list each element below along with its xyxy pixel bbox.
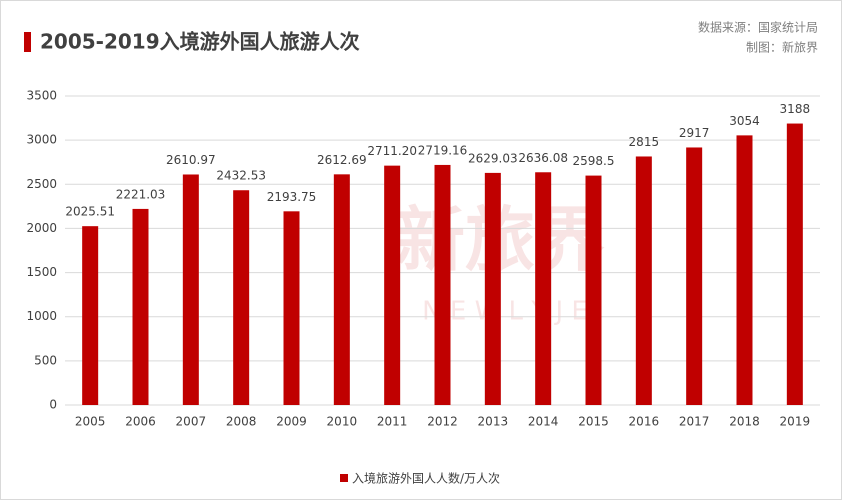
bar (635, 156, 652, 405)
x-tick-label: 2006 (125, 415, 156, 429)
title-marker (24, 32, 31, 52)
data-label: 2221.03 (116, 187, 166, 201)
bar (484, 172, 501, 405)
data-label: 2025.51 (65, 205, 115, 219)
bar (736, 135, 753, 405)
x-tick-label: 2017 (679, 415, 710, 429)
bar (585, 175, 602, 405)
x-tick-label: 2013 (478, 415, 509, 429)
source: 数据来源：国家统计局 (698, 20, 818, 35)
bar (233, 190, 250, 405)
bar (182, 174, 199, 405)
legend-swatch (340, 474, 348, 482)
bar (786, 123, 803, 406)
y-tick-label: 3000 (26, 133, 57, 147)
x-tick-label: 2016 (629, 415, 660, 429)
x-tick-label: 2015 (578, 415, 609, 429)
x-tick-label: 2019 (780, 415, 811, 429)
bar (384, 165, 401, 405)
x-tick-label: 2008 (226, 415, 257, 429)
y-tick-label: 1000 (26, 309, 57, 323)
bar (535, 172, 552, 405)
y-tick-label: 1500 (26, 265, 57, 279)
bar (434, 164, 451, 405)
y-tick-label: 500 (34, 353, 57, 367)
bar (333, 174, 350, 405)
x-tick-label: 2005 (75, 415, 106, 429)
x-tick-label: 2014 (528, 415, 559, 429)
data-label: 2193.75 (267, 190, 317, 204)
chart-title: 2005-2019入境游外国人旅游人次 (40, 30, 360, 54)
x-tick-label: 2007 (176, 415, 207, 429)
data-label: 2598.5 (573, 154, 615, 168)
bar (132, 208, 149, 405)
data-label: 3188 (780, 102, 811, 116)
data-label: 2711.20 (367, 144, 417, 158)
bar (283, 211, 300, 405)
data-label: 2636.08 (518, 151, 568, 165)
legend-label: 入境旅游外国人人数/万人次 (352, 471, 500, 486)
bar (686, 147, 703, 405)
bar (82, 226, 99, 405)
x-tick-label: 2018 (729, 415, 760, 429)
y-tick-label: 3500 (26, 89, 57, 103)
data-label: 2612.69 (317, 153, 367, 167)
y-tick-label: 2000 (26, 221, 57, 235)
data-label: 2815 (629, 135, 660, 149)
x-tick-label: 2011 (377, 415, 408, 429)
y-tick-label: 0 (49, 398, 57, 412)
data-label: 2610.97 (166, 153, 216, 167)
data-label: 2629.03 (468, 151, 518, 165)
data-label: 2719.16 (418, 143, 468, 157)
x-tick-label: 2010 (327, 415, 358, 429)
data-label: 2432.53 (216, 169, 266, 183)
data-label: 2917 (679, 126, 710, 140)
data-label: 3054 (729, 114, 760, 128)
credit: 制图：新旅界 (746, 40, 818, 55)
x-tick-label: 2012 (427, 415, 458, 429)
y-tick-label: 2500 (26, 177, 57, 191)
x-tick-label: 2009 (276, 415, 307, 429)
